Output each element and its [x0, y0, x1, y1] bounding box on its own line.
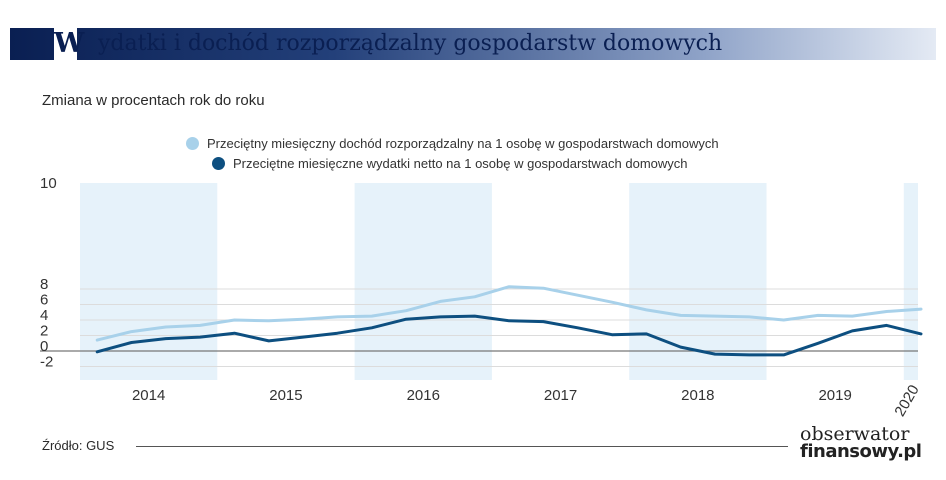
chart-subtitle: Zmiana w procentach rok do roku [42, 92, 265, 109]
y-tick-label: 2 [40, 323, 48, 340]
legend-label-income: Przeciętny miesięczny dochód rozporządza… [207, 136, 719, 151]
year-band-2014 [80, 183, 218, 380]
y-tick-label: 0 [40, 338, 48, 355]
x-tick-label: 2014 [132, 387, 165, 404]
legend-item-expenses: Przeciętne miesięczne wydatki netto na 1… [212, 156, 688, 171]
x-tick-label: 2018 [681, 387, 714, 404]
series-line-expenses [95, 314, 923, 357]
y-tick-label: 4 [40, 307, 48, 324]
title-initial: W [54, 28, 85, 59]
logo-text-top: obserwator [800, 423, 910, 445]
legend-marker-income [186, 137, 199, 150]
y-tick-label: 10 [40, 175, 57, 192]
title-initial-highlight [54, 28, 77, 60]
legend-marker-expenses [212, 157, 225, 170]
y-tick-label: 6 [40, 292, 48, 309]
x-tick-label: 2015 [269, 387, 302, 404]
x-tick-label: 2020 [891, 382, 922, 419]
logo-text-bottom: finansowy.pl [800, 441, 922, 462]
x-tick-label: 2017 [544, 387, 577, 404]
source-divider [136, 446, 788, 447]
y-tick-label: 8 [40, 276, 48, 293]
series-line-income [95, 285, 923, 342]
legend-item-income: Przeciętny miesięczny dochód rozporządza… [186, 136, 719, 151]
title-bar: W ydatki i dochód rozporządzalny gospoda… [10, 28, 936, 60]
y-tick-label: -2 [40, 354, 53, 371]
legend-label-expenses: Przeciętne miesięczne wydatki netto na 1… [233, 156, 688, 171]
year-band-2016 [354, 183, 492, 380]
source-note: Źródło: GUS [42, 438, 115, 453]
chart-title: ydatki i dochód rozporządzalny gospodars… [98, 31, 723, 56]
year-band-2018 [629, 183, 767, 380]
x-tick-label: 2019 [818, 387, 851, 404]
x-tick-label: 2016 [407, 387, 440, 404]
